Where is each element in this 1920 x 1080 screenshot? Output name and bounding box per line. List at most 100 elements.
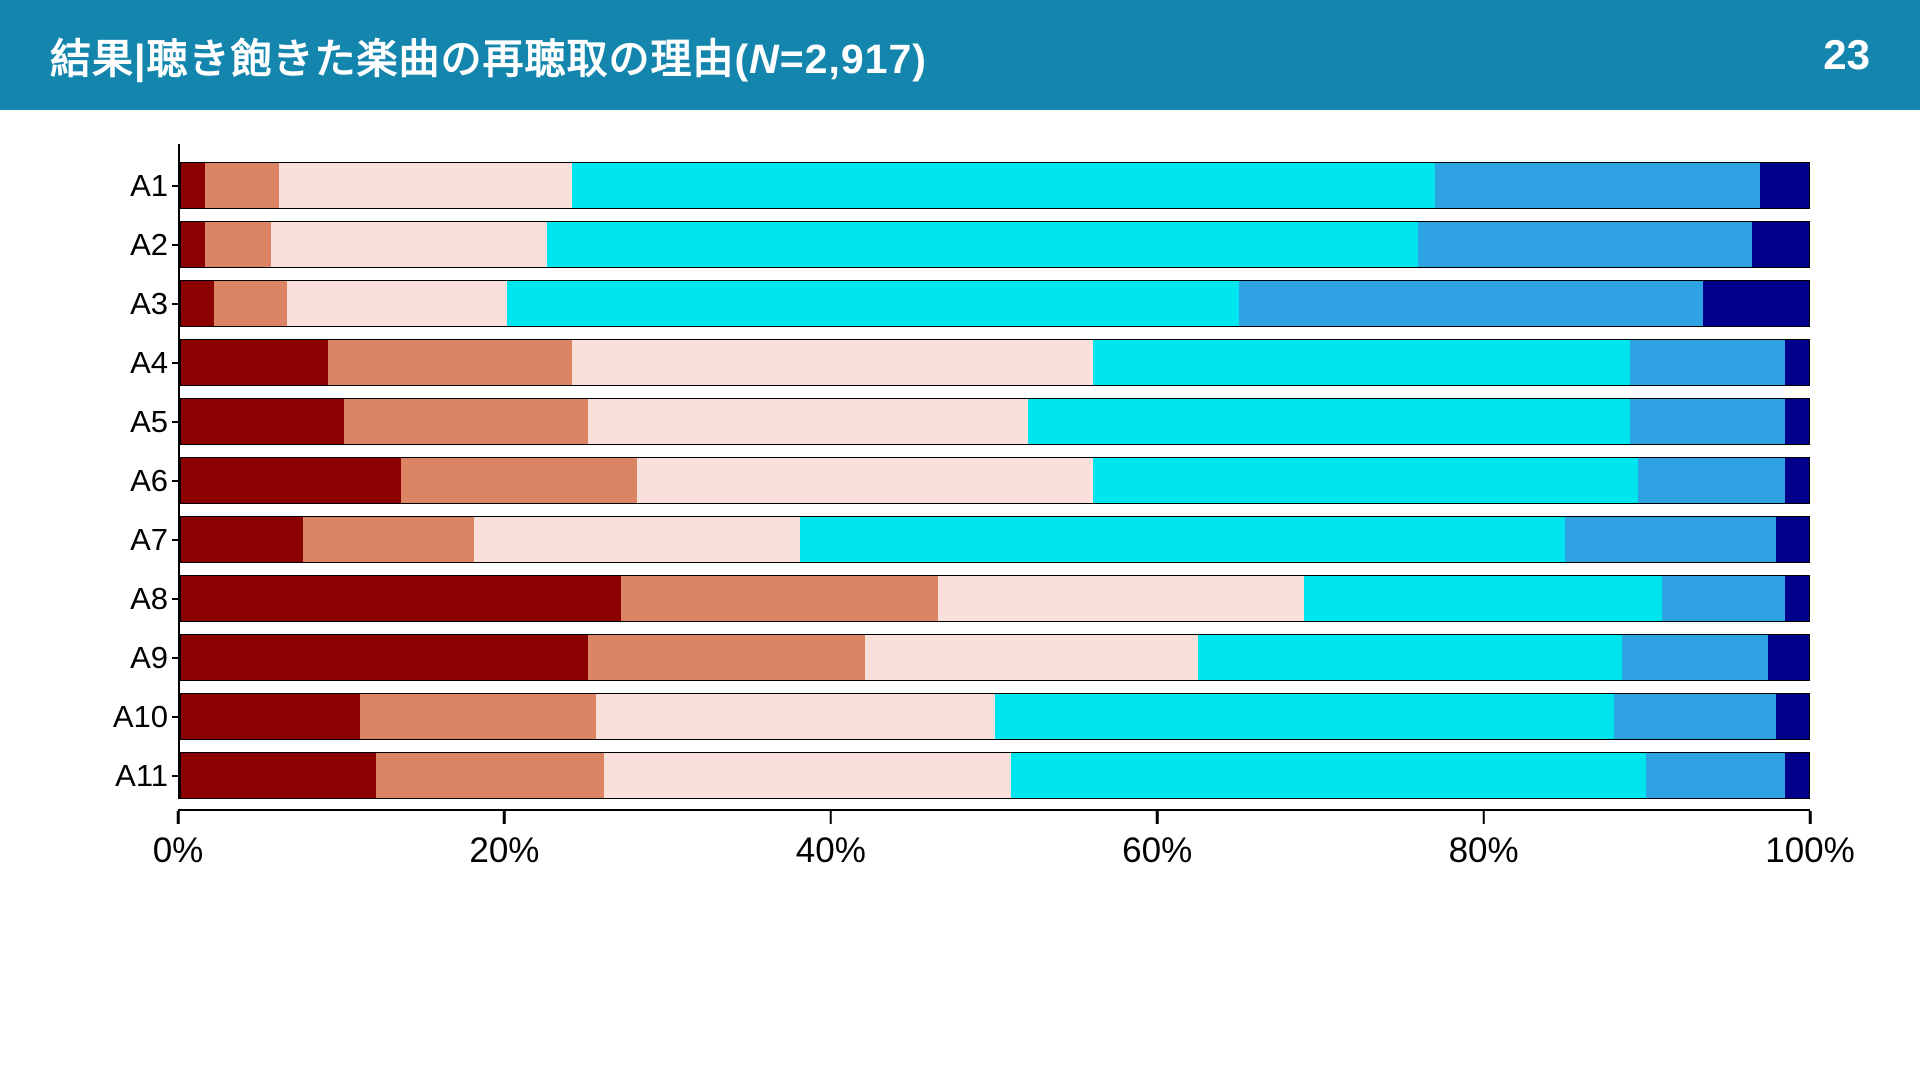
bar-segment-pale-pink [864, 635, 1199, 680]
chart-row: A8 [90, 575, 1810, 622]
bar-segment-navy [1784, 576, 1809, 621]
page-number: 23 [1823, 31, 1870, 78]
category-label: A4 [130, 344, 168, 380]
bar-segment-light-blue [1662, 576, 1785, 621]
category-label: A5 [130, 403, 168, 439]
bar-segment-salmon [343, 399, 588, 444]
bar-segment-dark-red [181, 517, 304, 562]
bar-segment-cyan [1011, 753, 1647, 798]
stacked-bar [180, 339, 1810, 386]
x-tick-mark [503, 811, 506, 824]
bar-segment-pale-pink [270, 222, 548, 267]
x-tick-mark [1808, 811, 1812, 824]
bar-segment-dark-red [181, 635, 588, 680]
y-tick-mark [172, 361, 180, 364]
stacked-bar [180, 752, 1810, 799]
header-bar: 結果|聴き飽きた楽曲の再聴取の理由(N=2,917) 23 [0, 0, 1920, 110]
bar-segment-dark-red [181, 694, 361, 739]
bar-segment-cyan [1092, 340, 1630, 385]
x-tick-label: 0% [152, 831, 204, 870]
slide-title-text: 結果|聴き飽きた楽曲の再聴取の理由( [50, 36, 750, 82]
category-label: A3 [130, 285, 168, 321]
bar-segment-cyan [1304, 576, 1663, 621]
bar-segment-pale-pink [938, 576, 1305, 621]
chart-row: A10 [90, 693, 1810, 740]
x-tick-mark [1155, 811, 1159, 824]
bar-segment-dark-red [181, 753, 377, 798]
category-label: A9 [130, 639, 168, 675]
plot-area: A1 A2 A3 A4 A5 A6 A7 A8 A9 A10 A11 [90, 144, 1810, 799]
y-tick-mark [172, 538, 180, 541]
y-tick-mark [172, 302, 180, 305]
bar-segment-pale-pink [604, 753, 1012, 798]
bar-segment-dark-red [181, 222, 206, 267]
x-tick-label: 80% [1448, 831, 1519, 870]
y-tick-mark [172, 243, 180, 246]
chart-row: A9 [90, 634, 1810, 681]
category-label: A8 [130, 580, 168, 616]
bar-segment-salmon [588, 635, 865, 680]
y-tick-mark [172, 715, 180, 718]
stacked-bar [180, 516, 1810, 563]
bar-segment-navy [1751, 222, 1809, 267]
bar-segment-light-blue [1613, 694, 1777, 739]
x-tick-label: 40% [795, 831, 866, 870]
bar-segment-salmon [327, 340, 572, 385]
bar-segment-cyan [1198, 635, 1622, 680]
x-tick-label: 100% [1765, 831, 1855, 870]
bar-segment-light-blue [1434, 163, 1761, 208]
stacked-bar [180, 280, 1810, 327]
category-label: A11 [115, 757, 168, 793]
bar-segment-cyan [1092, 458, 1639, 503]
stacked-bar [180, 575, 1810, 622]
bar-segment-light-blue [1418, 222, 1752, 267]
bar-segment-light-blue [1621, 635, 1769, 680]
bar-segment-cyan [547, 222, 1419, 267]
bar-segment-light-blue [1629, 399, 1785, 444]
bar-segment-navy [1768, 635, 1809, 680]
chart-row: A6 [90, 457, 1810, 504]
chart-row: A2 [90, 221, 1810, 268]
chart-row: A5 [90, 398, 1810, 445]
stacked-bar [180, 162, 1810, 209]
category-label: A7 [130, 521, 168, 557]
y-axis-line [178, 144, 180, 799]
bar-segment-cyan [799, 517, 1565, 562]
bar-segment-navy [1760, 163, 1809, 208]
bar-segment-navy [1703, 281, 1809, 326]
bar-segment-dark-red [181, 281, 214, 326]
bar-segment-salmon [205, 222, 271, 267]
slide-title-suffix: =2,917) [779, 36, 927, 82]
bar-segment-light-blue [1239, 281, 1704, 326]
bar-segment-salmon [400, 458, 637, 503]
stacked-bar [180, 634, 1810, 681]
chart-row: A11 [90, 752, 1810, 799]
bar-segment-light-blue [1638, 458, 1785, 503]
bar-segment-cyan [571, 163, 1435, 208]
bar-segment-navy [1784, 340, 1809, 385]
bar-segment-light-blue [1629, 340, 1785, 385]
category-label: A6 [130, 462, 168, 498]
bar-segment-cyan [994, 694, 1614, 739]
bar-segment-light-blue [1646, 753, 1785, 798]
bar-rows: A1 A2 A3 A4 A5 A6 A7 A8 A9 A10 A11 [90, 162, 1810, 799]
bar-segment-pale-pink [587, 399, 1028, 444]
bar-segment-pale-pink [286, 281, 507, 326]
bar-segment-navy [1776, 517, 1809, 562]
bar-segment-salmon [303, 517, 475, 562]
slide-title: 結果|聴き飽きた楽曲の再聴取の理由(N=2,917) [50, 25, 927, 85]
chart-row: A1 [90, 162, 1810, 209]
x-tick-label: 60% [1122, 831, 1193, 870]
x-tick-mark [1482, 811, 1485, 824]
stacked-bar [180, 693, 1810, 740]
chart-row: A3 [90, 280, 1810, 327]
chart-row: A7 [90, 516, 1810, 563]
y-tick-mark [172, 420, 180, 423]
category-label: A10 [112, 698, 168, 734]
bar-segment-pale-pink [278, 163, 572, 208]
y-tick-mark [172, 479, 180, 482]
stacked-bar [180, 457, 1810, 504]
bar-segment-salmon [205, 163, 279, 208]
y-tick-mark [172, 184, 180, 187]
bar-segment-navy [1776, 694, 1809, 739]
